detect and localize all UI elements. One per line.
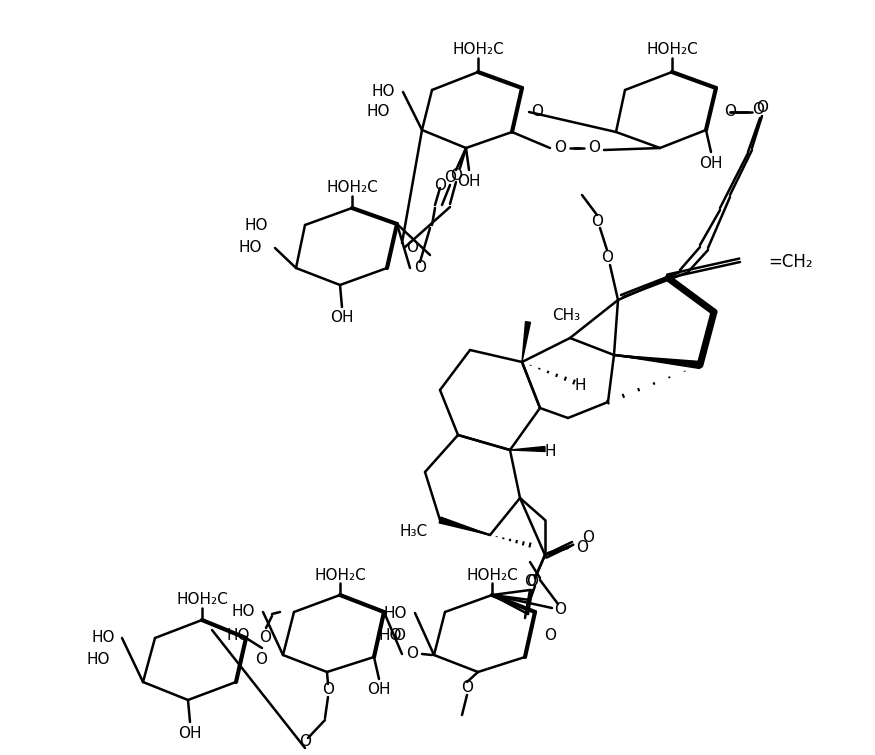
Text: O: O bbox=[393, 627, 405, 643]
Text: O: O bbox=[406, 646, 418, 661]
Text: HO: HO bbox=[367, 104, 390, 119]
Text: HOH₂C: HOH₂C bbox=[646, 42, 698, 57]
Text: O: O bbox=[259, 630, 271, 645]
Text: H₃C: H₃C bbox=[400, 525, 428, 540]
Text: HOH₂C: HOH₂C bbox=[326, 180, 378, 196]
Text: O: O bbox=[576, 541, 588, 556]
Text: HOH₂C: HOH₂C bbox=[176, 593, 228, 608]
Text: O: O bbox=[588, 140, 600, 156]
Text: O: O bbox=[461, 680, 473, 695]
Text: HO: HO bbox=[372, 85, 395, 100]
Text: CH₃: CH₃ bbox=[552, 309, 580, 323]
Text: O: O bbox=[582, 531, 594, 546]
Text: O: O bbox=[544, 627, 556, 643]
Text: O: O bbox=[406, 241, 418, 255]
Text: HO: HO bbox=[232, 605, 255, 620]
Polygon shape bbox=[510, 446, 545, 451]
Text: O: O bbox=[752, 103, 764, 118]
Text: O: O bbox=[554, 602, 566, 618]
Text: O: O bbox=[434, 177, 446, 193]
Text: OH: OH bbox=[368, 683, 391, 698]
Text: O: O bbox=[724, 104, 736, 119]
Text: =CH₂: =CH₂ bbox=[768, 253, 813, 271]
Text: HO: HO bbox=[87, 652, 110, 667]
Text: HOH₂C: HOH₂C bbox=[452, 42, 504, 57]
Text: H: H bbox=[574, 378, 585, 393]
Text: HO: HO bbox=[92, 630, 115, 646]
Text: O: O bbox=[526, 575, 538, 590]
Text: HOH₂C: HOH₂C bbox=[466, 568, 518, 583]
Text: OH: OH bbox=[458, 174, 480, 189]
Text: H: H bbox=[544, 445, 556, 460]
Polygon shape bbox=[439, 517, 490, 535]
Text: OH: OH bbox=[699, 156, 723, 171]
Text: O: O bbox=[524, 575, 536, 590]
Text: OH: OH bbox=[178, 726, 202, 741]
Text: HO: HO bbox=[383, 606, 407, 621]
Text: O: O bbox=[322, 683, 334, 698]
Text: O: O bbox=[756, 100, 768, 116]
Text: HO: HO bbox=[227, 627, 250, 643]
Text: O: O bbox=[531, 104, 543, 119]
Text: O: O bbox=[444, 171, 456, 186]
Text: O: O bbox=[414, 260, 426, 276]
Text: HO: HO bbox=[379, 627, 402, 643]
Polygon shape bbox=[614, 355, 700, 368]
Text: O: O bbox=[255, 652, 267, 667]
Text: O: O bbox=[450, 168, 462, 183]
Text: HO: HO bbox=[244, 217, 268, 233]
Text: HOH₂C: HOH₂C bbox=[314, 568, 366, 583]
Text: O: O bbox=[591, 214, 603, 230]
Text: O: O bbox=[601, 251, 613, 266]
Polygon shape bbox=[522, 322, 530, 362]
Text: HO: HO bbox=[239, 241, 262, 255]
Text: OH: OH bbox=[330, 310, 354, 325]
Text: O: O bbox=[299, 735, 311, 750]
Text: O: O bbox=[554, 140, 566, 156]
